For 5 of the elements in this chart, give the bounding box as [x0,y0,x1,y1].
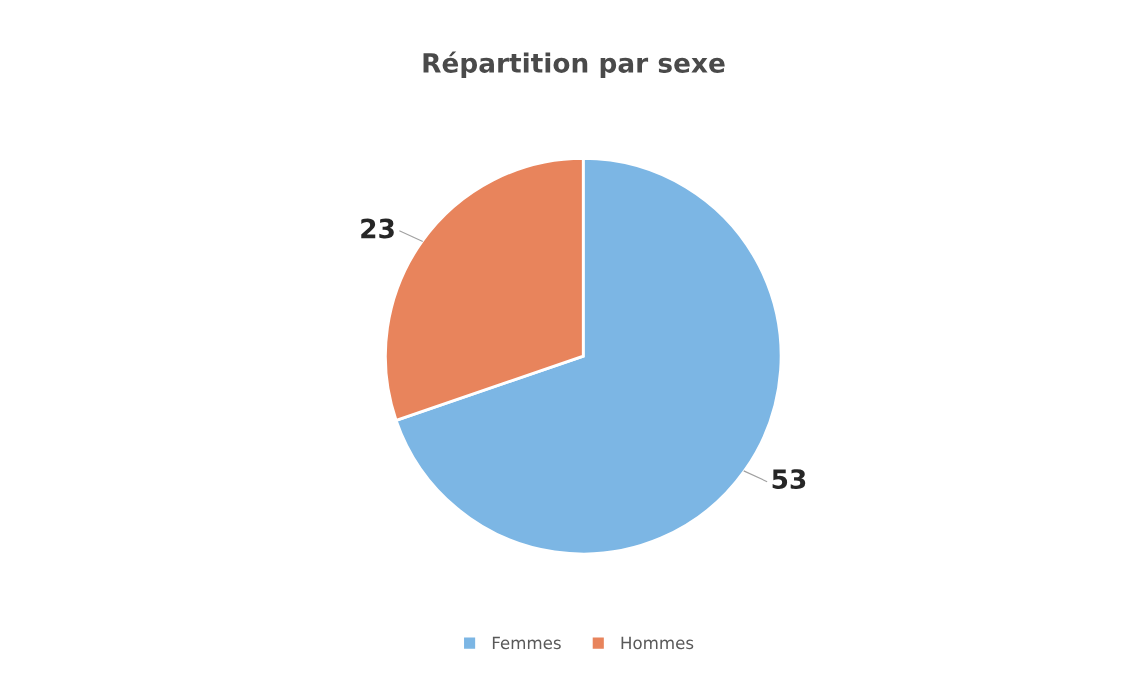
chart-title: Répartition par sexe [423,51,725,78]
data-label: 23 [361,218,394,239]
legend-label: Hommes [621,636,694,650]
legend-label: Femmes [492,636,561,650]
data-label: 53 [772,469,806,490]
